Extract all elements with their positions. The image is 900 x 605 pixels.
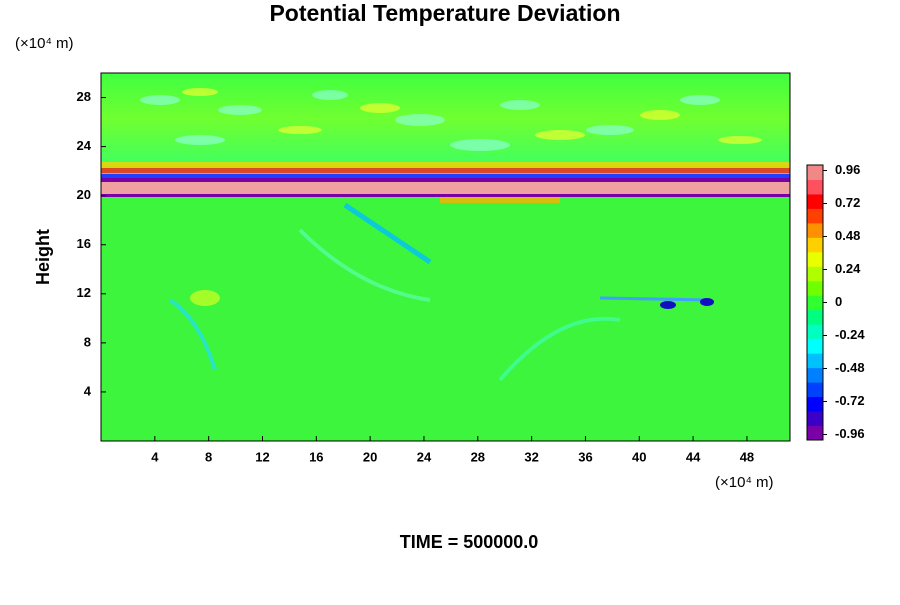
colorbar-segment bbox=[807, 179, 823, 195]
colorbar-tick-label: 0.48 bbox=[835, 228, 860, 243]
colorbar-segment bbox=[807, 222, 823, 238]
colorbar-segment bbox=[807, 266, 823, 282]
x-tick-label: 28 bbox=[471, 449, 485, 464]
x-tick-label: 36 bbox=[578, 449, 592, 464]
colorbar-segment bbox=[807, 251, 823, 267]
footer: TIME = 500000.0 bbox=[400, 532, 539, 552]
colorbar-tick-label: -0.48 bbox=[835, 360, 865, 375]
y-tick-label: 8 bbox=[84, 334, 91, 349]
y-unit: (×10⁴ m) bbox=[15, 35, 74, 52]
y-tick-label: 24 bbox=[77, 138, 92, 153]
x-tick-label: 12 bbox=[255, 449, 269, 464]
colorbar-tick-label: -0.96 bbox=[835, 426, 865, 441]
colorbar-segment bbox=[807, 338, 823, 354]
colorbar-segment bbox=[807, 280, 823, 296]
x-tick-label: 40 bbox=[632, 449, 646, 464]
colorbar-tick-label: 0.72 bbox=[835, 195, 860, 210]
y-tick-label: 28 bbox=[77, 89, 91, 104]
colorbar-tick-label: 0.96 bbox=[835, 162, 860, 177]
x-tick-label: 8 bbox=[205, 449, 212, 464]
colorbar-segment bbox=[807, 295, 823, 311]
x-tick-label: 20 bbox=[363, 449, 377, 464]
chart-title: Potential Temperature Deviation bbox=[269, 0, 620, 26]
x-tick-label: 44 bbox=[686, 449, 701, 464]
y-axis-label: Height bbox=[33, 229, 53, 285]
colorbar-segment bbox=[807, 396, 823, 412]
x-tick-label: 32 bbox=[524, 449, 538, 464]
colorbar-segment bbox=[807, 411, 823, 427]
y-tick-label: 16 bbox=[77, 236, 91, 251]
colorbar-segment bbox=[807, 208, 823, 224]
colorbar-segment bbox=[807, 324, 823, 340]
x-tick-label: 24 bbox=[417, 449, 432, 464]
y-tick-label: 4 bbox=[84, 383, 92, 398]
colorbar-segment bbox=[807, 425, 823, 441]
colorbar-tick-label: 0.24 bbox=[835, 261, 861, 276]
colorbar-segment bbox=[807, 193, 823, 209]
colorbar-segment bbox=[807, 353, 823, 369]
colorbar-segment bbox=[807, 309, 823, 325]
colorbar-tick-label: 0 bbox=[835, 294, 842, 309]
field bbox=[101, 73, 790, 441]
colorbar-tick-label: -0.72 bbox=[835, 393, 865, 408]
plot-frame bbox=[100, 72, 791, 442]
x-unit: (×10⁴ m) bbox=[715, 474, 774, 491]
colorbar-segment bbox=[807, 165, 823, 180]
x-tick-label: 16 bbox=[309, 449, 323, 464]
y-tick-label: 12 bbox=[77, 285, 91, 300]
x-tick-label: 4 bbox=[151, 449, 159, 464]
y-tick-label: 20 bbox=[77, 187, 91, 202]
colorbar-segment bbox=[807, 237, 823, 253]
x-tick-label: 48 bbox=[740, 449, 754, 464]
colorbar-tick-label: -0.24 bbox=[835, 327, 865, 342]
colorbar-segment bbox=[807, 382, 823, 398]
colorbar-segment bbox=[807, 367, 823, 383]
